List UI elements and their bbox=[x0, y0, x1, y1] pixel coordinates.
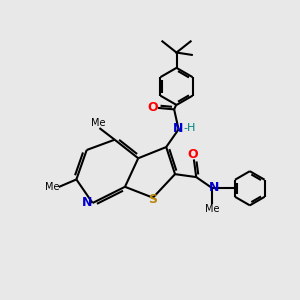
Text: N: N bbox=[82, 196, 92, 209]
Text: N: N bbox=[173, 122, 183, 135]
Text: Me: Me bbox=[45, 182, 60, 192]
Text: S: S bbox=[148, 193, 158, 206]
Text: N: N bbox=[209, 181, 219, 194]
Text: O: O bbox=[147, 101, 158, 114]
Text: Me: Me bbox=[91, 118, 105, 128]
Text: -H: -H bbox=[184, 123, 196, 133]
Text: Me: Me bbox=[205, 204, 220, 214]
Text: O: O bbox=[187, 148, 198, 161]
